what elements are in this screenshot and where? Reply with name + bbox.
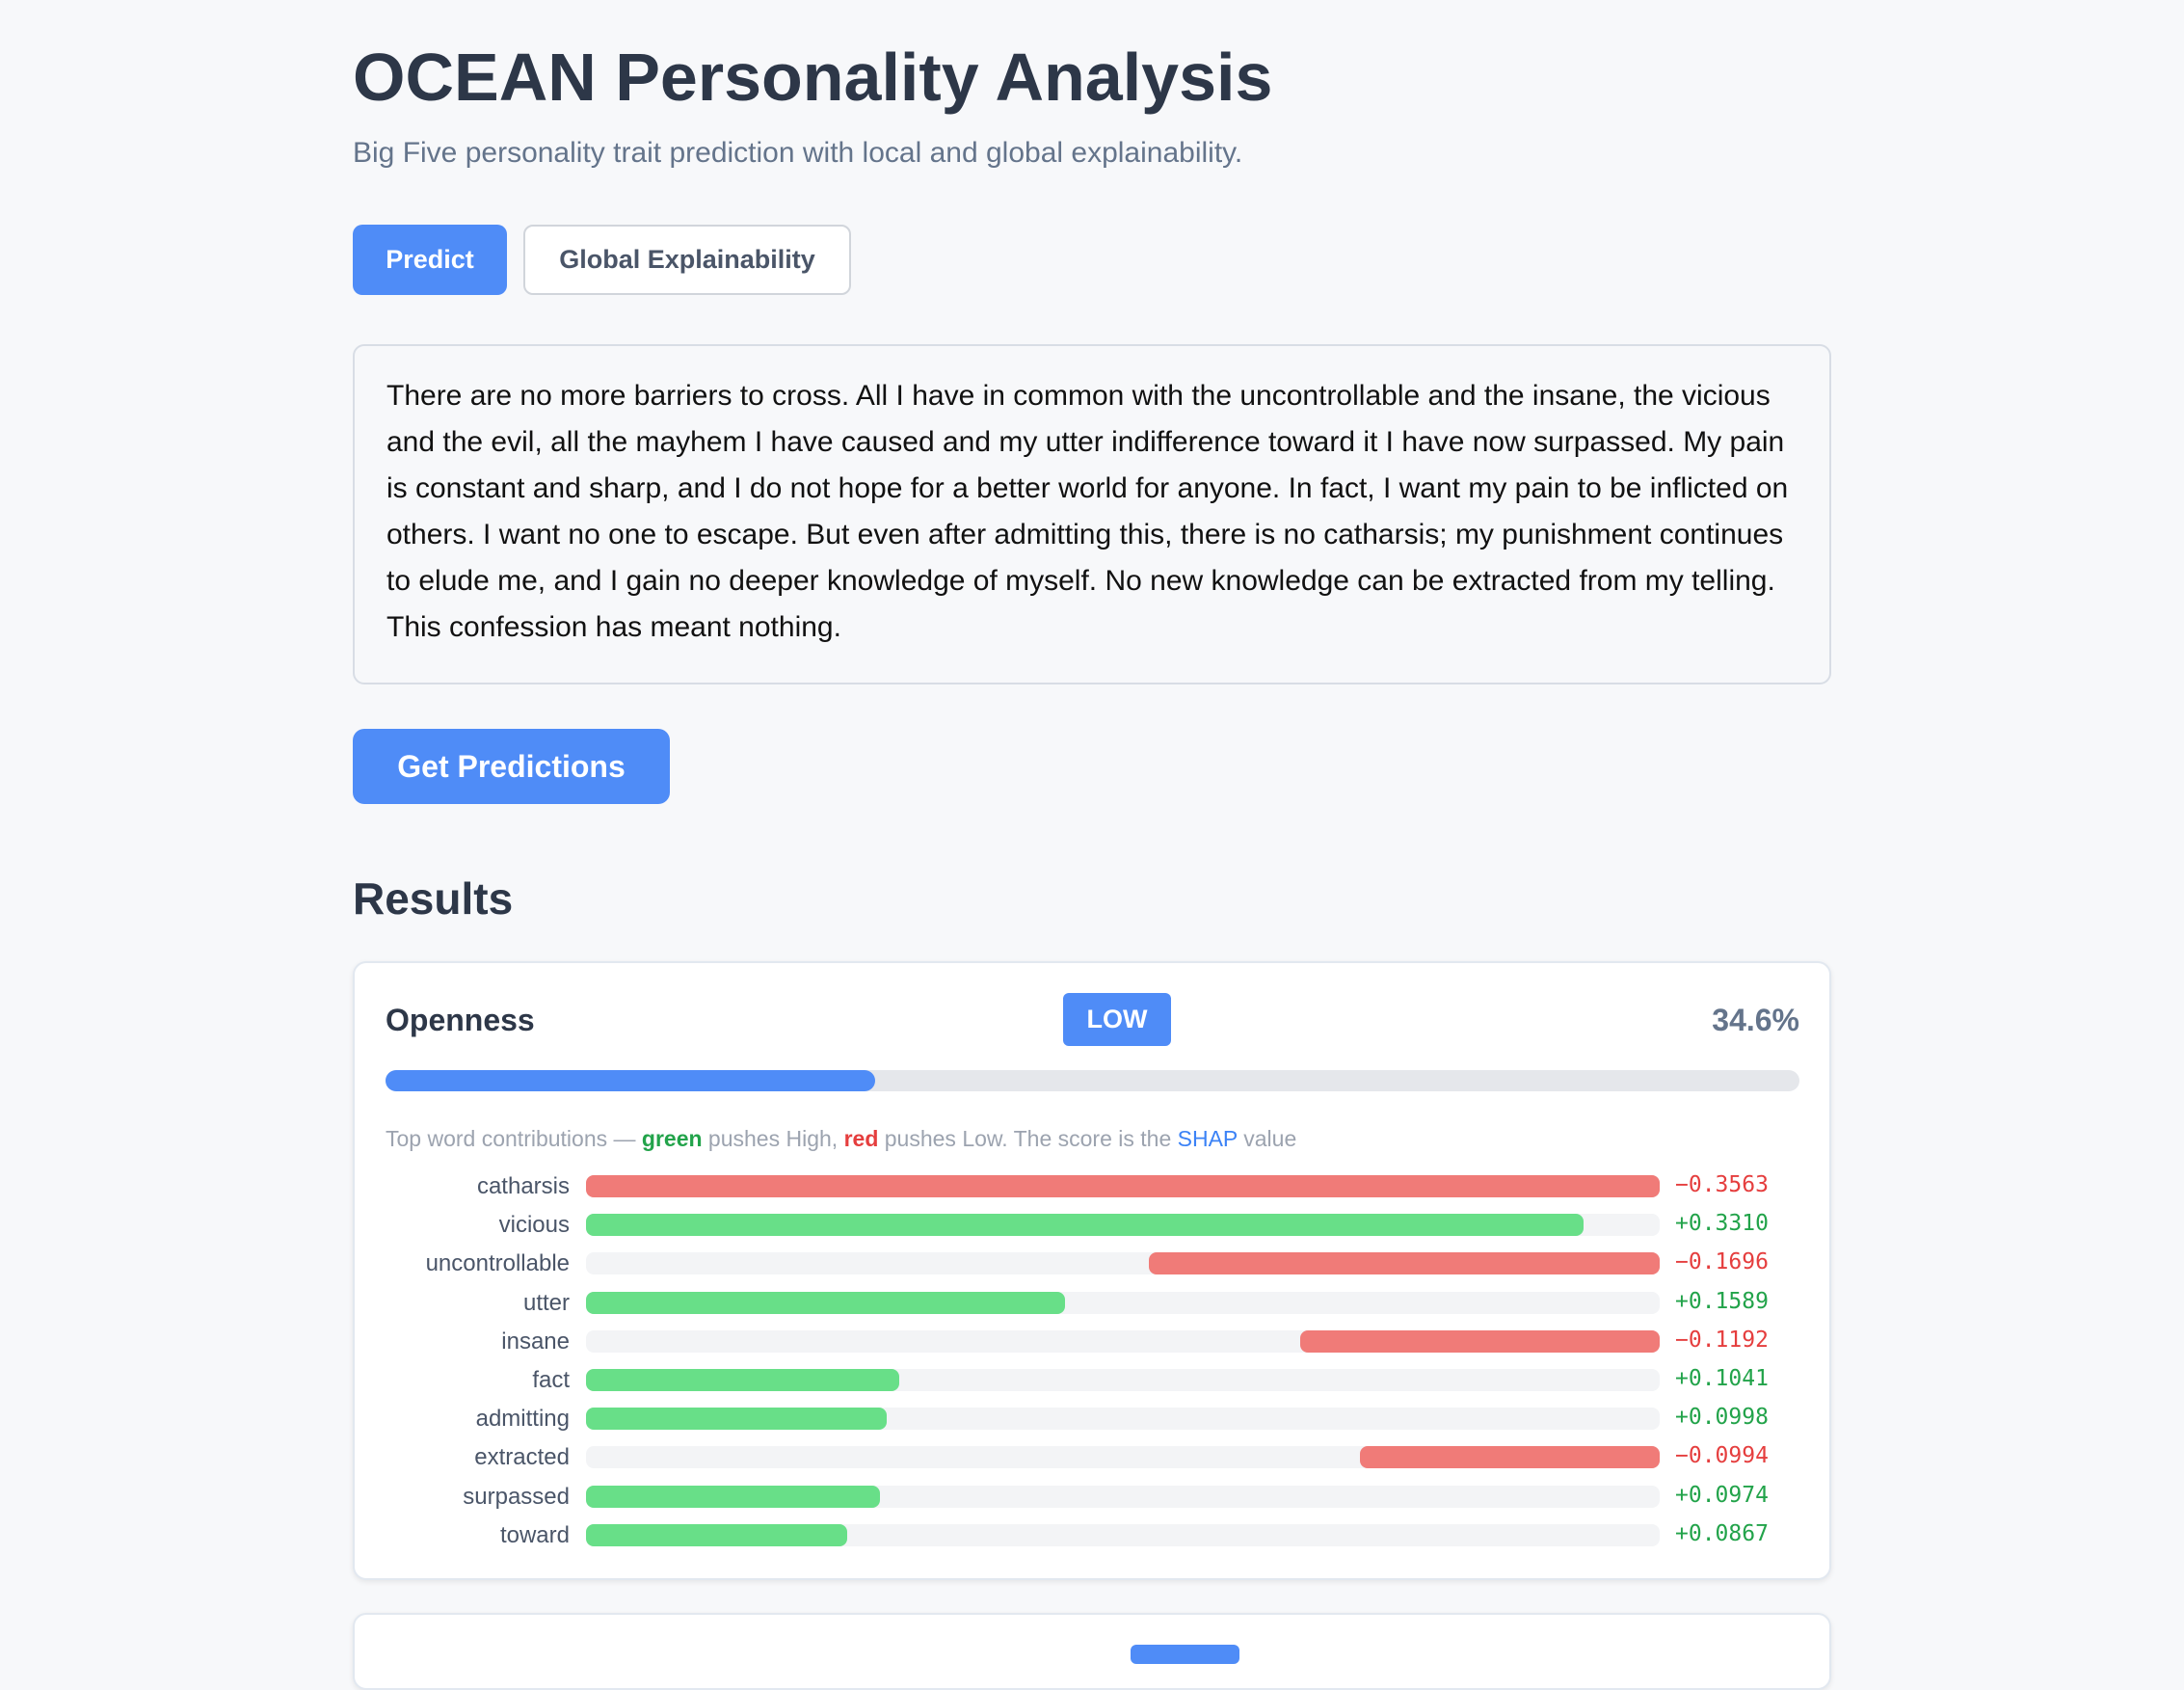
word-label: insane [501, 1328, 570, 1355]
contribution-bar [586, 1175, 1660, 1197]
contribution-bar [1148, 1252, 1660, 1275]
value-label: −0.0994 [1675, 1443, 1769, 1469]
contribution-bar [1300, 1329, 1660, 1353]
word-label: admitting [475, 1406, 570, 1433]
legend-text: pushes Low. The score is the [878, 1126, 1178, 1151]
page-title: OCEAN Personality Analysis [353, 40, 1273, 115]
level-badge [1131, 1645, 1239, 1664]
bar-track [586, 1446, 1660, 1469]
word-label: fact [532, 1367, 570, 1393]
contribution-bar [586, 1291, 1065, 1314]
contribution-bar [1360, 1446, 1660, 1469]
legend-text: pushes High, [702, 1126, 844, 1151]
bar-track [586, 1291, 1660, 1314]
value-label: +0.1041 [1675, 1366, 1769, 1391]
value-label: −0.1696 [1675, 1249, 1769, 1275]
contribution-bar [586, 1485, 880, 1508]
legend: Top word contributions — green pushes Hi… [386, 1126, 1296, 1152]
subtitle: Big Five personality trait prediction wi… [353, 137, 1243, 169]
contribution-bar [586, 1214, 1584, 1237]
contribution-bar [586, 1523, 848, 1546]
value-label: −0.3563 [1675, 1172, 1769, 1197]
contribution-bar [586, 1408, 888, 1431]
score-track [386, 1070, 1799, 1091]
page: OCEAN Personality Analysis Big Five pers… [353, 40, 1831, 1690]
legend-text: SHAP [1177, 1126, 1238, 1151]
value-label: +0.1589 [1675, 1288, 1769, 1314]
level-badge: LOW [1063, 993, 1171, 1046]
value-label: +0.0867 [1675, 1520, 1769, 1546]
legend-text: Top word contributions — [386, 1126, 642, 1151]
trait-card [353, 1613, 1831, 1690]
contribution-bar [586, 1369, 900, 1391]
bar-track [586, 1485, 1660, 1508]
trait-name: Openness [386, 1003, 535, 1037]
legend-text: red [843, 1126, 879, 1151]
bar-track [586, 1408, 1660, 1431]
bar-track [586, 1369, 1660, 1391]
word-label: surpassed [463, 1483, 570, 1510]
legend-text: value [1237, 1126, 1297, 1151]
bar-track [586, 1175, 1660, 1197]
tab-global[interactable]: Global Explainability [523, 225, 851, 295]
bar-track [586, 1523, 1660, 1546]
value-label: +0.0974 [1675, 1482, 1769, 1508]
submit-button[interactable]: Get Predictions [353, 729, 670, 804]
word-label: vicious [498, 1212, 570, 1239]
score-bar [386, 1070, 875, 1091]
text-input[interactable]: There are no more barriers to cross. All… [353, 344, 1831, 684]
score-label: 34.6% [1712, 1003, 1799, 1037]
bar-track [586, 1214, 1660, 1237]
tab-predict[interactable]: Predict [353, 225, 507, 295]
value-label: +0.0998 [1675, 1405, 1769, 1431]
bar-track [586, 1252, 1660, 1275]
legend-text: green [641, 1126, 703, 1151]
value-label: +0.3310 [1675, 1211, 1769, 1237]
results-heading: Results [353, 873, 514, 924]
value-label: −0.1192 [1675, 1327, 1769, 1353]
bar-track [586, 1329, 1660, 1353]
word-label: uncontrollable [425, 1250, 570, 1277]
word-label: utter [522, 1289, 570, 1316]
word-label: catharsis [476, 1173, 570, 1199]
word-label: toward [499, 1521, 570, 1548]
word-label: extracted [474, 1444, 570, 1471]
